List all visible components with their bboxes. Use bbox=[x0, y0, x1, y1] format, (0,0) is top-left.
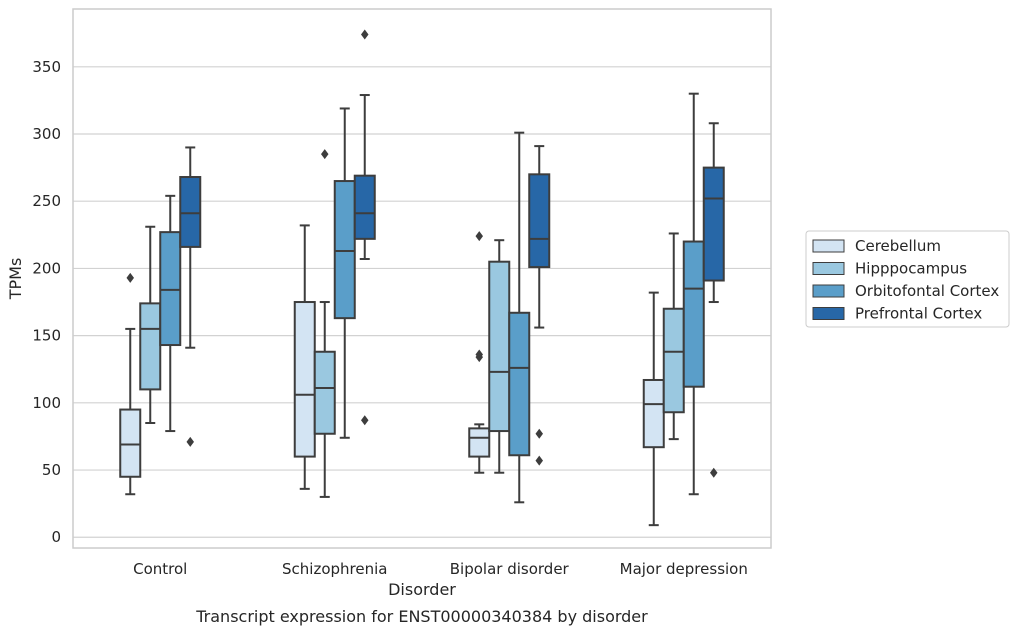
box-group bbox=[139, 225, 162, 424]
legend-item: Hipppocampus bbox=[812, 260, 967, 278]
boxes bbox=[119, 29, 725, 527]
box-group bbox=[179, 146, 202, 447]
box bbox=[468, 427, 491, 458]
legend-item: Cerebellum bbox=[812, 237, 941, 255]
outlier-point bbox=[321, 149, 329, 160]
y-tick-label: 150 bbox=[32, 327, 61, 345]
legend: Cerebellum Hipppocampus Orbitofontal Corte… bbox=[805, 230, 1010, 328]
legend-item: Prefrontal Cortex bbox=[812, 305, 982, 323]
y-tick-label: 350 bbox=[32, 58, 61, 76]
box bbox=[353, 174, 376, 240]
box-group bbox=[662, 232, 685, 441]
legend-label: Cerebellum bbox=[855, 237, 941, 255]
box bbox=[293, 301, 316, 458]
legend-swatch bbox=[812, 239, 845, 253]
legend-swatch bbox=[812, 262, 845, 275]
legend-frame bbox=[805, 230, 1010, 328]
box-group bbox=[682, 92, 705, 496]
box bbox=[662, 307, 685, 414]
box-group bbox=[293, 224, 316, 490]
box bbox=[488, 260, 511, 433]
box-group bbox=[642, 291, 665, 527]
box-group bbox=[333, 107, 356, 439]
y-tick-label: 0 bbox=[51, 528, 61, 546]
x-tick-label: Bipolar disorder bbox=[450, 560, 570, 578]
box-group bbox=[353, 29, 376, 426]
legend-item: Orbitofontal Cortex bbox=[812, 282, 999, 300]
outlier-point bbox=[710, 467, 718, 478]
outlier-point bbox=[126, 272, 134, 283]
chart-caption: Transcript expression for ENST0000034038… bbox=[195, 607, 648, 626]
legend-label: Orbitofontal Cortex bbox=[855, 282, 999, 300]
box-group bbox=[468, 231, 491, 474]
box bbox=[179, 176, 202, 248]
box bbox=[159, 231, 182, 347]
y-tick-labels: 0 50 100 150 200 250 300 350 bbox=[32, 58, 61, 546]
box bbox=[702, 166, 725, 282]
box bbox=[642, 378, 665, 449]
plot-frame bbox=[72, 8, 772, 549]
outlier-point bbox=[186, 436, 194, 447]
y-tick-label: 100 bbox=[32, 394, 61, 412]
legend-label: Hipppocampus bbox=[855, 260, 967, 278]
x-tick-label: Schizophrenia bbox=[282, 560, 387, 578]
x-tick-label: Major depression bbox=[620, 560, 748, 578]
box-group bbox=[119, 272, 142, 496]
box-group bbox=[508, 131, 531, 504]
y-tick-label: 250 bbox=[32, 192, 61, 210]
box bbox=[119, 408, 142, 478]
box bbox=[528, 173, 551, 269]
box bbox=[508, 311, 531, 457]
outlier-point bbox=[535, 455, 543, 466]
outlier-point bbox=[535, 428, 543, 439]
y-axis-title: TPMs bbox=[6, 258, 25, 301]
outlier-point bbox=[361, 29, 369, 40]
legend-swatch bbox=[812, 307, 845, 320]
box bbox=[313, 350, 336, 435]
box-group bbox=[313, 149, 336, 498]
x-axis-title: Disorder bbox=[388, 580, 456, 599]
x-tick-label: Control bbox=[133, 560, 187, 578]
outlier-point bbox=[361, 415, 369, 426]
box bbox=[682, 240, 705, 388]
outlier-point bbox=[475, 349, 483, 360]
box bbox=[333, 180, 356, 320]
legend-swatch bbox=[812, 284, 845, 298]
y-tick-label: 50 bbox=[42, 461, 61, 479]
outlier-point bbox=[475, 231, 483, 242]
y-tick-label: 300 bbox=[32, 125, 61, 143]
y-tick-label: 200 bbox=[32, 259, 61, 277]
box-group bbox=[159, 194, 182, 433]
box-group bbox=[528, 145, 551, 466]
x-tick-labels: Control Schizophrenia Bipolar disorder Majo… bbox=[133, 560, 748, 578]
legend-label: Prefrontal Cortex bbox=[855, 305, 982, 323]
box bbox=[139, 302, 162, 391]
box-group bbox=[702, 122, 725, 478]
